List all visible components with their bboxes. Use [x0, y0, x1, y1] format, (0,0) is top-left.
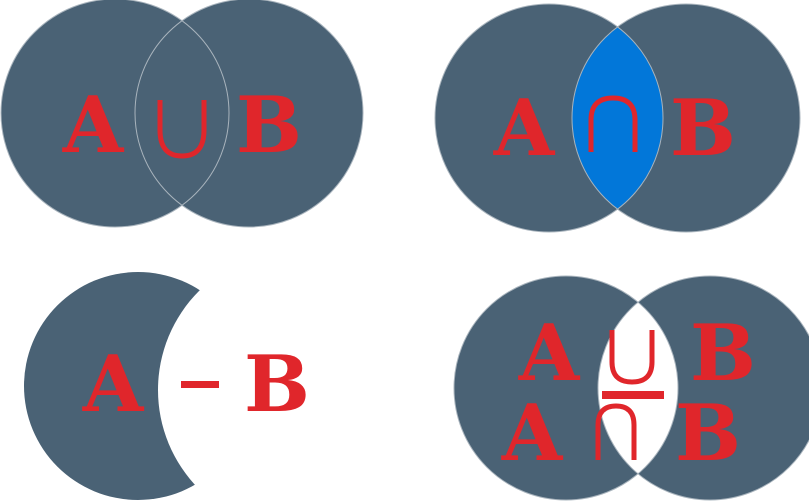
intersection-letter-a: A: [493, 83, 556, 174]
symdiff-circle-a-outline: [453, 275, 679, 501]
difference-letter-b: B: [244, 339, 310, 430]
symdiff-letter-b-top: B: [690, 308, 756, 399]
symdiff-intersection-part: [595, 403, 637, 460]
difference-panel: A B: [24, 272, 310, 500]
symdiff-circle-b-outline: [597, 275, 809, 501]
symdiff-divider-bar: [602, 391, 664, 399]
difference-letter-a: A: [82, 339, 145, 430]
symdiff-letter-a-top: A: [518, 308, 581, 399]
union-panel: A B: [0, 0, 364, 228]
union-circle-a-outline: [0, 0, 230, 228]
symdiff-union-part: [609, 330, 655, 385]
intersection-circle-b-outline: [571, 3, 801, 233]
intersection-panel: A B: [434, 3, 801, 233]
intersection-letter-b: B: [670, 83, 736, 174]
intersection-symbol: [588, 95, 638, 152]
symdiff-overlap: [598, 276, 678, 500]
union-circle-b: [135, 0, 363, 227]
intersection-circle-a-outline: [434, 3, 664, 233]
minus-sign: [181, 381, 219, 388]
symdiff-letter-b-bottom: B: [675, 388, 741, 479]
union-circle-b-outline: [134, 0, 364, 228]
symmetric-difference-panel: A B A B: [453, 275, 809, 501]
union-letter-b: B: [236, 80, 302, 171]
intersection-overlap: [572, 4, 663, 232]
union-symbol: [157, 100, 207, 159]
union-over-intersection-symbol: [595, 330, 664, 460]
union-letter-a: A: [62, 80, 125, 171]
symdiff-letter-a-bottom: A: [501, 388, 564, 479]
difference-circle-a: [24, 272, 252, 500]
